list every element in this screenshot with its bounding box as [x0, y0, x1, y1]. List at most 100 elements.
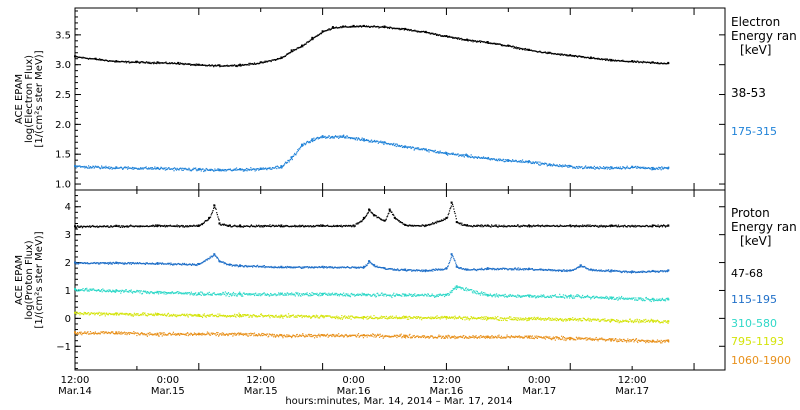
- scatter-dot: [198, 263, 201, 265]
- scatter-dot: [156, 224, 158, 226]
- scatter-dot: [360, 139, 362, 141]
- scatter-dot: [192, 64, 194, 66]
- scatter-dot: [329, 294, 331, 296]
- scatter-dot: [85, 165, 87, 168]
- scatter-dot: [163, 293, 165, 295]
- scatter-dot: [331, 135, 334, 138]
- scatter-dot: [409, 294, 412, 296]
- scatter-dot: [398, 269, 400, 272]
- scatter-dot: [132, 291, 134, 293]
- scatter-dot: [491, 42, 493, 44]
- scatter-dot: [502, 225, 504, 227]
- scatter-dot: [437, 268, 439, 270]
- scatter-dot: [532, 50, 534, 52]
- scatter-dot: [336, 225, 338, 228]
- scatter-dot: [80, 262, 82, 264]
- scatter-dot: [590, 298, 592, 300]
- scatter-dot: [234, 168, 236, 170]
- scatter-dot: [290, 294, 292, 296]
- scatter-dot: [84, 166, 87, 168]
- scatter-dot: [141, 167, 144, 169]
- scatter-dot: [126, 290, 128, 293]
- scatter-dot: [621, 271, 623, 273]
- scatter-dot: [544, 226, 546, 228]
- scatter-dot: [616, 59, 618, 62]
- scatter-dot: [517, 161, 519, 163]
- scatter-dot: [351, 137, 353, 139]
- scatter-dot: [491, 224, 493, 226]
- scatter-dot: [315, 293, 318, 296]
- scatter-dot: [302, 224, 304, 227]
- scatter-dot: [125, 225, 127, 227]
- scatter-dot: [260, 61, 262, 63]
- scatter-dot: [337, 225, 339, 228]
- scatter-dot: [435, 222, 438, 224]
- scatter-dot: [241, 265, 243, 267]
- scatter-dot: [237, 64, 240, 66]
- scatter-dot: [244, 265, 246, 267]
- scatter-dot: [585, 267, 587, 269]
- scatter-dot: [294, 152, 296, 155]
- scatter-dot: [354, 26, 356, 28]
- scatter-dot: [355, 26, 357, 28]
- scatter-dot: [281, 266, 283, 268]
- scatter-dot: [78, 226, 80, 229]
- scatter-dot: [276, 267, 279, 269]
- y-tick-label: 3.0: [55, 60, 71, 71]
- scatter-dot: [135, 262, 137, 264]
- scatter-dot: [616, 297, 618, 299]
- scatter-dot: [177, 168, 179, 170]
- scatter-dot: [161, 262, 163, 264]
- scatter-dot: [303, 266, 305, 268]
- scatter-dot: [145, 166, 147, 168]
- scatter-dot: [444, 35, 446, 38]
- scatter-dot: [311, 140, 313, 142]
- scatter-dot: [500, 267, 502, 270]
- scatter-dot: [590, 297, 592, 299]
- scatter-dot: [409, 29, 411, 31]
- scatter-dot: [148, 167, 150, 170]
- scatter-dot: [90, 226, 92, 228]
- scatter-dot: [578, 166, 581, 168]
- scatter-dot: [233, 264, 235, 266]
- scatter-dot: [294, 224, 296, 226]
- scatter-dot: [226, 292, 228, 294]
- scatter-dot: [212, 255, 214, 257]
- scatter-dot: [646, 61, 648, 64]
- scatter-dot: [615, 224, 617, 226]
- scatter-dot: [268, 225, 270, 227]
- scatter-dot: [532, 225, 534, 227]
- scatter-dot: [91, 262, 93, 264]
- scatter-dot: [396, 219, 399, 221]
- scatter-dot: [549, 225, 552, 227]
- scatter-dot: [114, 167, 116, 169]
- scatter-dot: [387, 213, 389, 215]
- scatter-dot: [582, 167, 584, 170]
- scatter-dot: [180, 168, 183, 170]
- scatter-dot: [427, 150, 429, 152]
- scatter-dot: [406, 225, 409, 227]
- scatter-dot: [233, 225, 235, 227]
- scatter-dot: [644, 168, 646, 170]
- scatter-dot: [522, 224, 524, 226]
- scatter-dot: [489, 158, 491, 160]
- scatter-dot: [91, 58, 93, 60]
- scatter-dot: [472, 41, 474, 43]
- scatter-dot: [428, 32, 430, 34]
- scatter-dot: [455, 287, 457, 289]
- scatter-dot: [167, 292, 169, 294]
- scatter-dot: [483, 225, 485, 227]
- scatter-dot: [541, 225, 543, 227]
- scatter-dot: [384, 142, 386, 144]
- scatter-dot: [201, 168, 203, 171]
- scatter-dot: [406, 294, 408, 296]
- scatter-dot: [439, 152, 441, 154]
- scatter-dot: [159, 262, 161, 264]
- scatter-dot: [266, 266, 268, 268]
- scatter-dot: [586, 225, 588, 228]
- scatter-dot: [341, 136, 344, 138]
- scatter-dot: [186, 264, 188, 266]
- scatter-dot: [588, 269, 591, 271]
- scatter-dot: [327, 266, 329, 268]
- scatter-dot: [611, 225, 613, 228]
